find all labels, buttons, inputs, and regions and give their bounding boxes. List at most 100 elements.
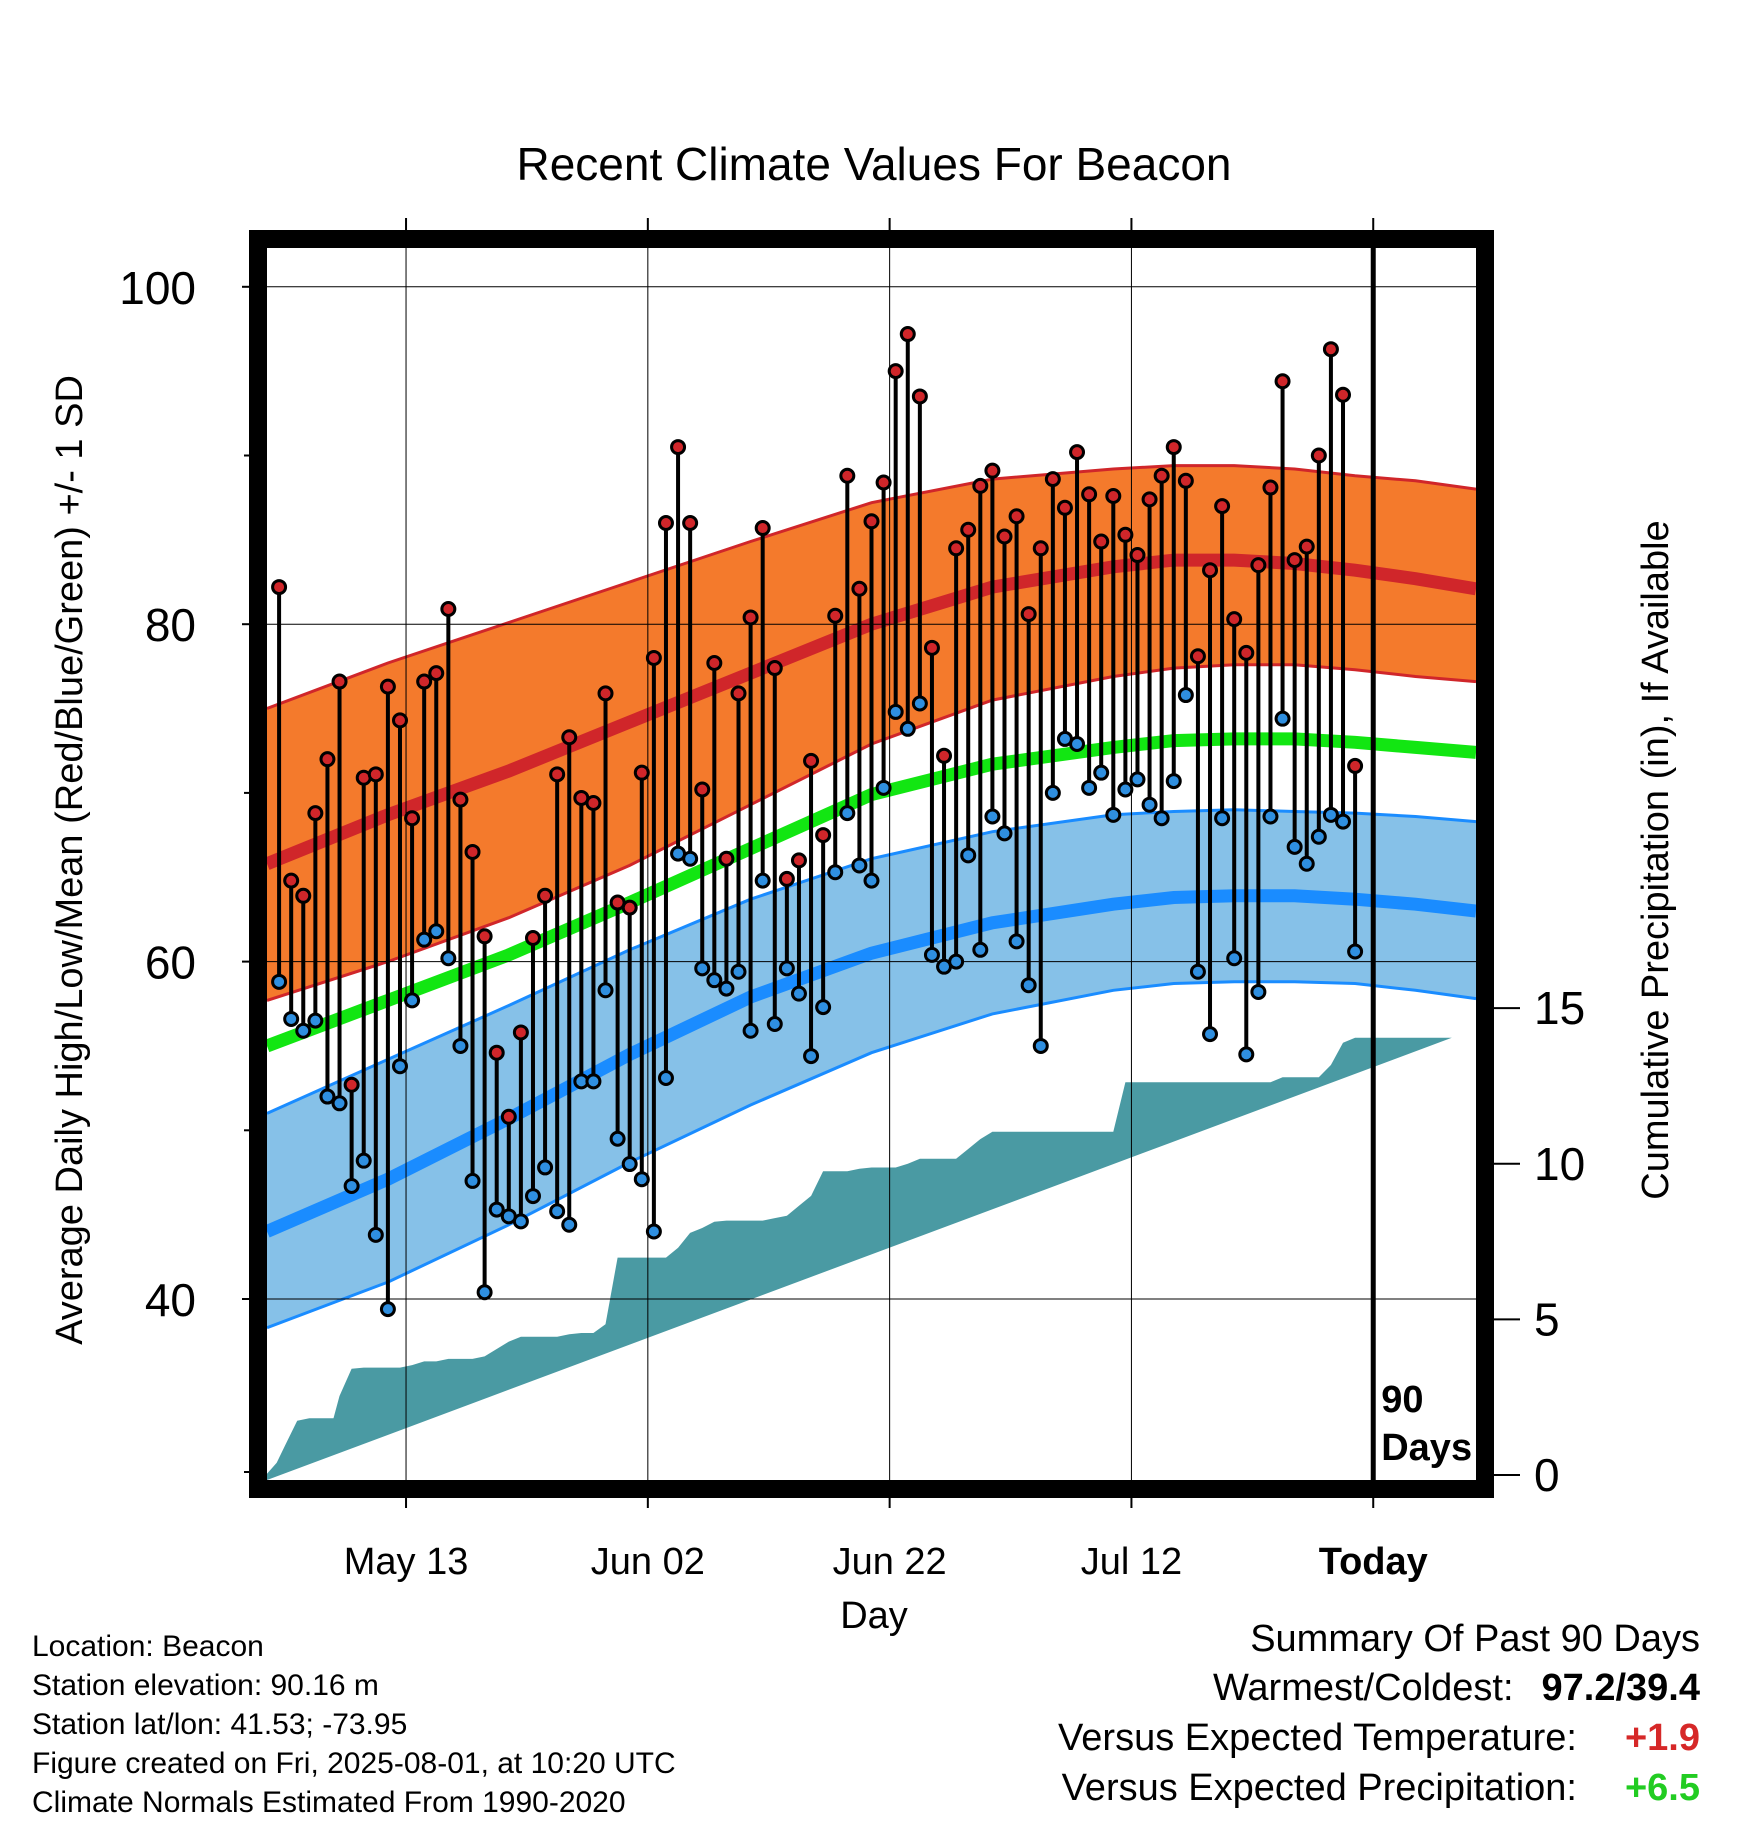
daily-high-point (488, 1044, 505, 1061)
daily-low-point (1081, 779, 1098, 796)
daily-low-point (295, 1022, 312, 1039)
daily-high-point (1056, 499, 1073, 516)
daily-high-point (1250, 557, 1267, 574)
daily-low-point (984, 808, 1001, 825)
low-sd-band (267, 809, 1476, 1328)
daily-low-point (464, 1172, 481, 1189)
daily-high-point (730, 685, 747, 702)
daily-low-point (609, 1130, 626, 1147)
x-tick-label: Today (1319, 1541, 1428, 1583)
elevation-text: Station elevation: 90.16 m (32, 1669, 379, 1702)
daily-low-point (1286, 838, 1303, 855)
daily-high-point (597, 685, 614, 702)
daily-low-point (1069, 735, 1086, 752)
y-tick-label: 80 (145, 599, 196, 651)
daily-low-point (911, 695, 928, 712)
daily-low-point (863, 872, 880, 889)
y2-tick-label: 15 (1534, 982, 1585, 1034)
daily-low-point (645, 1223, 662, 1240)
daily-low-point (1165, 773, 1182, 790)
daily-low-point (827, 864, 844, 881)
chart-title: Recent Climate Values For Beacon (516, 138, 1231, 190)
daily-low-point (1189, 963, 1206, 980)
daily-low-point (1105, 806, 1122, 823)
daily-high-point (537, 887, 554, 904)
warmest-coldest-row: Warmest/Coldest: 97.2/39.4 (1058, 1663, 1700, 1713)
daily-low-point (1335, 813, 1352, 830)
daily-high-point (440, 601, 457, 618)
daily-low-point (1238, 1046, 1255, 1063)
daily-low-point (1129, 771, 1146, 788)
daily-high-point (790, 852, 807, 869)
daily-high-point (1189, 648, 1206, 665)
daily-low-point (452, 1037, 469, 1054)
plot-frame (249, 230, 1494, 1498)
daily-high-point (1117, 526, 1134, 543)
daily-high-point (1298, 538, 1315, 555)
daily-high-point (657, 514, 674, 531)
daily-high-point (307, 805, 324, 822)
daily-low-point (1298, 855, 1315, 872)
daily-high-point (524, 929, 541, 946)
daily-high-point (694, 781, 711, 798)
daily-high-point (585, 795, 602, 812)
daily-high-point (1335, 386, 1352, 403)
daily-high-point (1262, 479, 1279, 496)
daily-high-point (319, 751, 336, 768)
daily-low-point (1141, 796, 1158, 813)
daily-high-point (936, 747, 953, 764)
daily-low-point (440, 950, 457, 967)
y-tick-label: 60 (145, 937, 196, 989)
daily-low-point (1226, 950, 1243, 967)
daily-high-point (839, 467, 856, 484)
daily-low-point (706, 972, 723, 989)
daily-low-point (537, 1159, 554, 1176)
daily-high-point (379, 678, 396, 695)
daily-low-point (1262, 808, 1279, 825)
daily-high-point (1274, 373, 1291, 390)
daily-high-point (464, 843, 481, 860)
daily-low-point (839, 805, 856, 822)
location-text: Location: Beacon (32, 1630, 264, 1663)
daily-high-point (295, 887, 312, 904)
daily-low-point (404, 992, 421, 1009)
daily-high-point (1202, 562, 1219, 579)
daily-high-point (682, 514, 699, 531)
daily-low-point (524, 1188, 541, 1205)
daily-high-point (621, 899, 638, 916)
daily-high-point (948, 540, 965, 557)
daily-low-point (271, 973, 288, 990)
daily-high-point (766, 660, 783, 677)
temp-departure-value: +1.9 (1624, 1717, 1700, 1759)
daily-low-point (331, 1095, 348, 1112)
y2-tick-label: 10 (1534, 1138, 1585, 1190)
daily-low-point (597, 982, 614, 999)
daily-high-point (815, 827, 832, 844)
daily-high-point (391, 712, 408, 729)
daily-high-point (1347, 757, 1364, 774)
daily-low-point (682, 850, 699, 867)
daily-low-point (1153, 810, 1170, 827)
daily-high-point (875, 474, 892, 491)
daily-low-point (899, 720, 916, 737)
daily-high-point (778, 870, 795, 887)
x-tick-label: May 13 (344, 1541, 469, 1583)
daily-low-point (319, 1088, 336, 1105)
daily-low-point (621, 1156, 638, 1173)
daily-low-point (718, 980, 735, 997)
daily-high-point (1008, 508, 1025, 525)
daily-low-point (996, 825, 1013, 842)
daily-low-point (367, 1226, 384, 1243)
daily-high-point (899, 326, 916, 343)
daily-high-point (887, 363, 904, 380)
daily-low-point (790, 985, 807, 1002)
daily-high-point (367, 766, 384, 783)
daily-high-point (1044, 471, 1061, 488)
precip-departure-value: +6.5 (1624, 1767, 1700, 1809)
x-tick-label: Jun 22 (833, 1541, 947, 1583)
plot-area: 90 Days 100 80 60 40 15 10 5 0 May 13 Jun 02 Jun 22 J… (119, 218, 1585, 1583)
daily-high-point (561, 729, 578, 746)
y-tick-label: 40 (145, 1274, 196, 1326)
daily-high-point (1165, 439, 1182, 456)
